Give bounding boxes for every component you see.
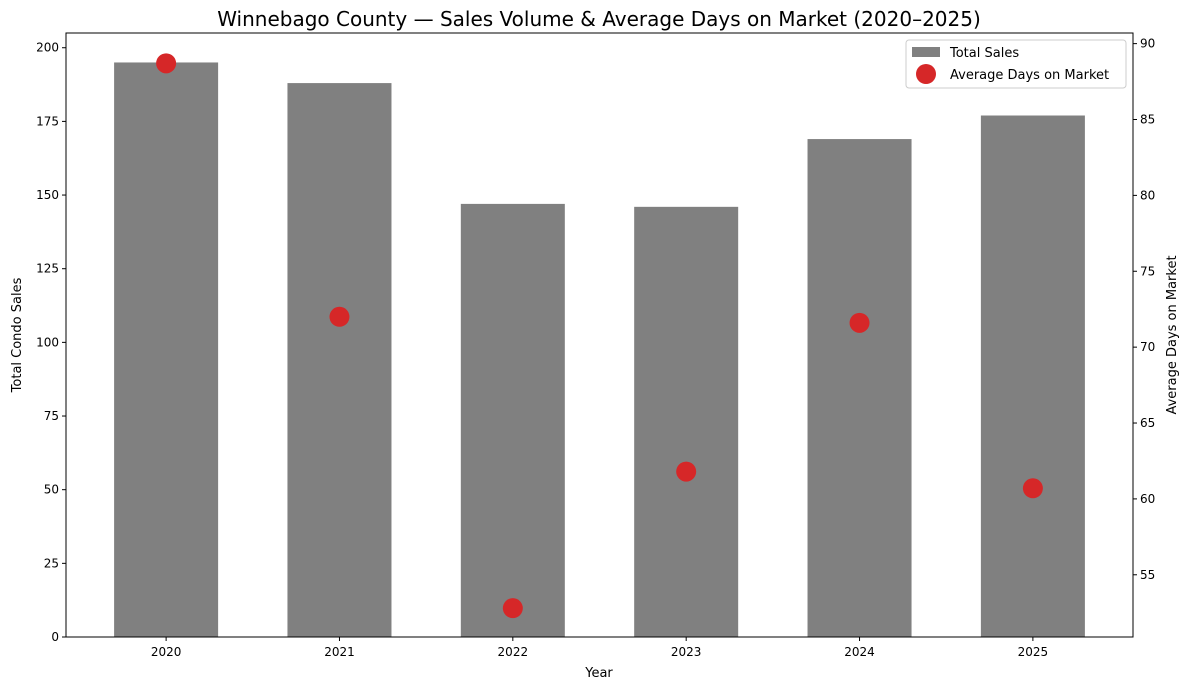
y2-tick-label: 70 [1140, 340, 1155, 354]
y-axis-label: Total Condo Sales [10, 277, 25, 393]
legend: Total Sales Average Days on Market [905, 39, 1127, 89]
bar-2023 [634, 206, 739, 637]
x-axis-label: Year [584, 666, 613, 681]
x-tick-label: 2025 [1018, 645, 1049, 659]
bar-2021 [287, 83, 392, 637]
y-tick-label: 125 [36, 262, 59, 276]
y2-tick-label: 60 [1140, 492, 1155, 506]
y-tick-label: 25 [44, 556, 59, 570]
point-2025 [1022, 478, 1043, 499]
chart-title: Winnebago County — Sales Volume & Averag… [217, 7, 981, 31]
y2-tick-label: 55 [1140, 568, 1155, 582]
point-2024 [849, 312, 870, 333]
x-tick-label: 2024 [844, 645, 875, 659]
y-tick-label: 50 [44, 483, 59, 497]
legend-marker-days-on-market [916, 64, 936, 84]
y-tick-label: 150 [36, 188, 59, 202]
x-tick-label: 2023 [671, 645, 702, 659]
y2-tick-label: 80 [1140, 188, 1155, 202]
point-2022 [502, 598, 523, 619]
x-tick-label: 2020 [151, 645, 182, 659]
bar-2024 [807, 139, 912, 637]
legend-box [905, 39, 1127, 89]
point-2020 [156, 53, 177, 74]
y2-tick-label: 65 [1140, 416, 1155, 430]
y-tick-label: 0 [51, 630, 59, 644]
point-2023 [676, 461, 697, 482]
y-tick-label: 175 [36, 114, 59, 128]
y-tick-label: 100 [36, 335, 59, 349]
point-2021 [329, 306, 350, 327]
legend-swatch-total-sales [912, 47, 940, 57]
legend-label-days-on-market: Average Days on Market [950, 68, 1109, 83]
y-tick-label: 75 [44, 409, 59, 423]
legend-label-total-sales: Total Sales [949, 46, 1019, 61]
y2-tick-label: 90 [1140, 37, 1155, 51]
y2-axis-label: Average Days on Market [1165, 255, 1180, 414]
plot-frame [65, 32, 1134, 638]
x-tick-label: 2021 [324, 645, 355, 659]
bar-2020 [114, 62, 219, 637]
bar-2025 [980, 115, 1085, 637]
bar-2022 [460, 203, 565, 637]
y2-tick-label: 85 [1140, 113, 1155, 127]
y-tick-label: 200 [36, 41, 59, 55]
x-tick-label: 2022 [498, 645, 529, 659]
y2-tick-label: 75 [1140, 264, 1155, 278]
